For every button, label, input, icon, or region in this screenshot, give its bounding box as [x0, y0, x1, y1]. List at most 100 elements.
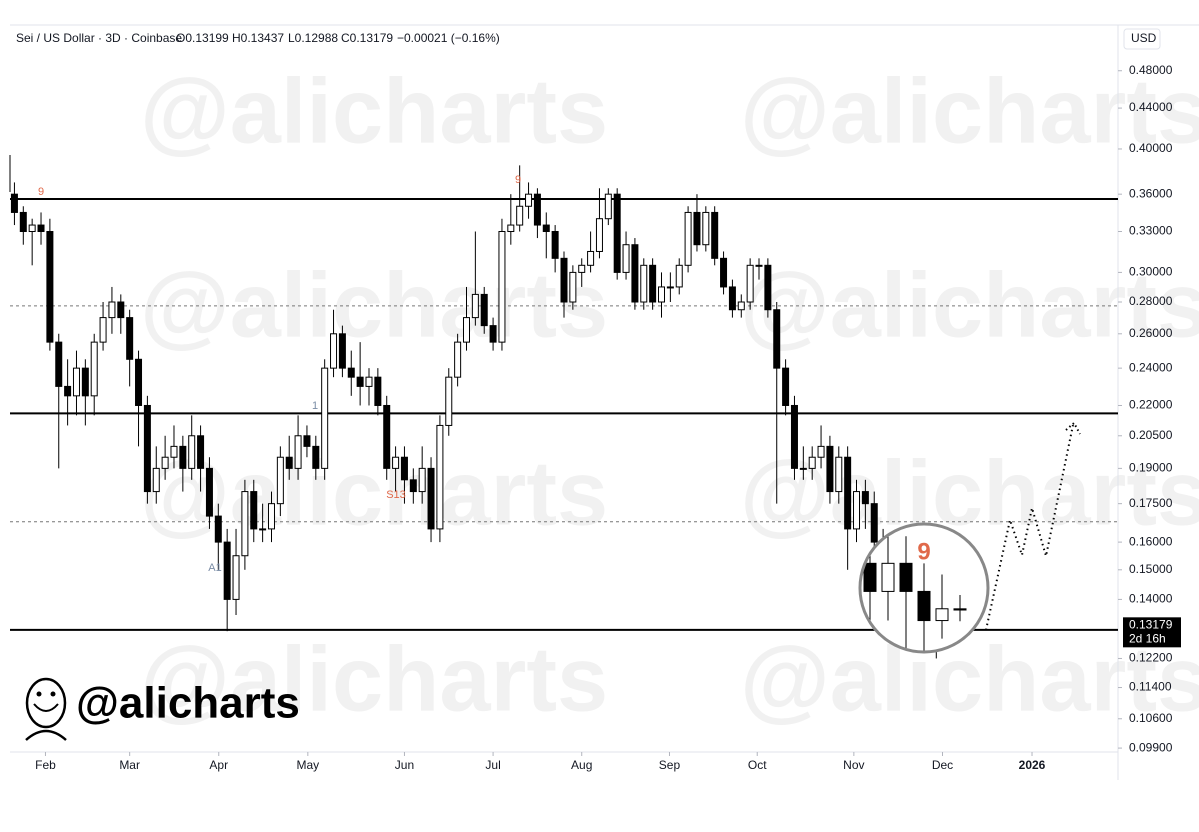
- y-tick-label: 0.24000: [1129, 360, 1173, 374]
- price-tag: 0.13179: [1129, 618, 1173, 632]
- candle-body: [595, 218, 603, 252]
- candle-body: [790, 404, 798, 469]
- candle-body: [462, 317, 470, 343]
- candle-body: [312, 445, 320, 469]
- y-tick-label: 0.36000: [1129, 186, 1173, 200]
- y-tick-label: 0.44000: [1129, 100, 1173, 114]
- candle-body: [250, 491, 258, 530]
- candle-body: [587, 250, 595, 266]
- candle-body: [728, 286, 736, 311]
- watermark: @alicharts: [740, 254, 1199, 356]
- candle-body: [276, 456, 284, 505]
- candle-body: [179, 445, 187, 469]
- candle-body: [72, 367, 80, 397]
- watermark: @alicharts: [740, 60, 1199, 162]
- candle-body: [303, 435, 311, 447]
- y-tick-label: 0.28000: [1129, 294, 1173, 308]
- candle-body: [241, 491, 249, 557]
- candle-body: [205, 467, 213, 517]
- candle-body: [383, 404, 391, 469]
- candle-body: [347, 367, 355, 378]
- candle-body: [285, 456, 293, 469]
- candle-body: [445, 376, 453, 426]
- candle-body: [126, 317, 134, 360]
- candle-body: [675, 264, 683, 288]
- currency-box[interactable]: [1123, 28, 1161, 50]
- header: Sei / US Dollar · 3D · Coinbase O0.13199…: [16, 31, 500, 45]
- symbol-title: Sei / US Dollar · 3D · Coinbase: [16, 31, 182, 45]
- candle-body: [64, 385, 72, 397]
- signal-label: 9: [917, 538, 930, 565]
- candle-body: [28, 224, 36, 233]
- candle-body: [808, 456, 816, 469]
- y-tick-label: 0.11400: [1129, 680, 1172, 694]
- inset-ring: [858, 522, 990, 654]
- candle-body: [622, 244, 630, 273]
- y-tick-label: 0.22000: [1129, 398, 1173, 412]
- candle-body: [81, 367, 89, 397]
- watermark: @alicharts: [740, 442, 1199, 544]
- ohlc-open: O0.13199: [176, 31, 229, 45]
- candle-body: [773, 309, 781, 369]
- projection-arrow: [1065, 421, 1081, 435]
- signal-label: 1: [312, 400, 318, 412]
- candle-body: [693, 211, 701, 246]
- candle-body: [863, 562, 877, 592]
- candle-body: [613, 193, 621, 273]
- y-tick-label: 0.17500: [1129, 496, 1173, 510]
- watermark: @alicharts: [140, 254, 608, 356]
- currency: USD: [1131, 31, 1157, 45]
- signal-label: S13: [386, 489, 406, 501]
- watermark: @alicharts: [740, 628, 1199, 730]
- price-tag-box: [1123, 617, 1181, 648]
- y-tick-label: 0.48000: [1129, 63, 1173, 77]
- candle-body: [560, 257, 568, 303]
- candle-body: [498, 231, 506, 343]
- candle-body: [161, 456, 169, 469]
- y-tick-label: 0.30000: [1129, 265, 1173, 279]
- zoom-inset: [858, 522, 990, 654]
- signal-label: 9: [515, 174, 521, 186]
- candle-body: [223, 541, 231, 600]
- x-tick-label: 2026: [1019, 758, 1046, 772]
- candle-body: [152, 467, 160, 493]
- candle-body: [10, 193, 18, 213]
- candle-body: [649, 264, 657, 303]
- plot-area: [10, 165, 1118, 659]
- candle-body: [737, 301, 745, 311]
- candle-body: [99, 317, 107, 343]
- logo-head: [25, 677, 67, 729]
- x-tick-label: Apr: [209, 758, 228, 772]
- y-tick-label: 0.14000: [1129, 592, 1173, 606]
- candle-body: [764, 264, 772, 311]
- brand-logo: @alicharts: [25, 677, 300, 741]
- y-tick-label: 0.20500: [1129, 428, 1173, 442]
- candle-body: [899, 562, 913, 592]
- candle-body: [953, 608, 967, 611]
- candle-body: [143, 404, 151, 493]
- candle-body: [604, 193, 612, 220]
- countdown: 2d 16h: [1129, 632, 1166, 646]
- signal-label: 9: [38, 186, 44, 198]
- y-tick-label: 0.09900: [1129, 740, 1173, 754]
- x-tick-label: Jun: [395, 758, 414, 772]
- candle-body: [516, 205, 524, 226]
- y-tick-label: 0.19000: [1129, 461, 1173, 475]
- candle-body: [374, 376, 382, 406]
- candle-body: [720, 257, 728, 288]
- y-tick-label: 0.40000: [1129, 141, 1173, 155]
- watermark: @alicharts: [140, 60, 608, 162]
- candle-body: [294, 435, 302, 469]
- logo-shoulders: [25, 729, 67, 741]
- candle-body: [321, 367, 329, 469]
- candle-body: [471, 293, 479, 319]
- candle-body: [711, 211, 719, 259]
- x-tick-label: Dec: [932, 758, 953, 772]
- candle-body: [135, 358, 143, 406]
- candle-body: [400, 456, 408, 481]
- candle-body: [578, 264, 586, 273]
- logo-eye: [50, 691, 56, 697]
- candle-body: [170, 445, 178, 458]
